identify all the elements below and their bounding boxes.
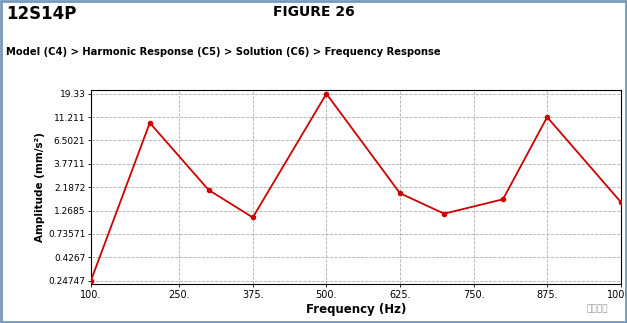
Text: Model (C4) > Harmonic Response (C5) > Solution (C6) > Frequency Response: Model (C4) > Harmonic Response (C5) > So…: [6, 47, 441, 57]
Text: FIGURE 26: FIGURE 26: [273, 5, 354, 19]
Text: 展文电机: 展文电机: [587, 304, 608, 313]
X-axis label: Frequency (Hz): Frequency (Hz): [305, 303, 406, 316]
Text: 12S14P: 12S14P: [6, 5, 76, 23]
Y-axis label: Amplitude (mm/s²): Amplitude (mm/s²): [35, 132, 45, 242]
